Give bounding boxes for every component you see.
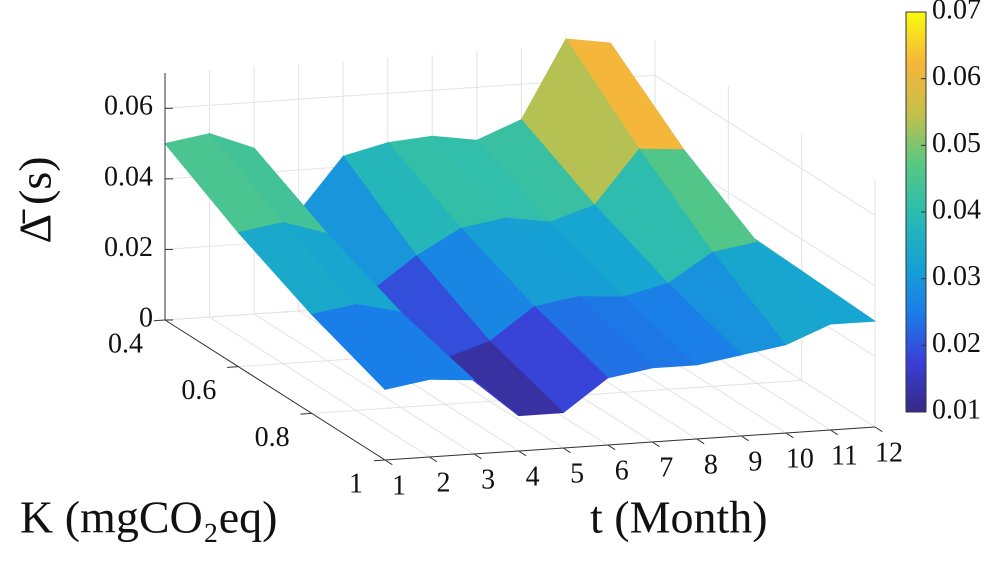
colorbar-tick-label: 0.05 bbox=[932, 128, 981, 159]
x-tick bbox=[607, 444, 616, 451]
x-tick bbox=[518, 450, 527, 457]
y-tick-label: 0.6 bbox=[181, 375, 216, 406]
colorbar-tick-label: 0.04 bbox=[932, 194, 981, 225]
surface-patch bbox=[310, 304, 431, 390]
x-tick bbox=[652, 441, 660, 448]
x-tick-label: 9 bbox=[748, 446, 762, 477]
y-tick-label: 0.8 bbox=[255, 422, 290, 453]
x-tick-label: 3 bbox=[481, 464, 495, 495]
grid-line bbox=[654, 74, 876, 216]
x-tick-label: 12 bbox=[875, 437, 903, 468]
z-tick-label: 0.02 bbox=[104, 232, 153, 263]
y-tick bbox=[373, 459, 386, 462]
grid-line bbox=[209, 316, 430, 458]
y-tick bbox=[153, 319, 166, 322]
y-tick bbox=[227, 366, 239, 368]
x-tick-label: 1 bbox=[392, 470, 406, 501]
x-tick bbox=[473, 453, 482, 460]
x-tick bbox=[562, 447, 571, 454]
grid-line bbox=[253, 313, 475, 455]
x-tick-label: 7 bbox=[659, 452, 673, 483]
x-tick bbox=[785, 432, 794, 439]
x-tick bbox=[429, 456, 438, 463]
x-tick-label: 2 bbox=[437, 467, 451, 498]
x-tick bbox=[696, 438, 705, 445]
x-tick bbox=[830, 429, 839, 436]
y-tick-label: 0.4 bbox=[108, 328, 143, 359]
x-axis-label: t (Month) bbox=[590, 492, 768, 543]
y-axis bbox=[164, 319, 386, 461]
x-tick bbox=[741, 435, 749, 442]
z-tick-label: 0.06 bbox=[104, 91, 153, 122]
x-tick-label: 6 bbox=[615, 455, 629, 486]
x-tick-label: 5 bbox=[570, 458, 584, 489]
x-tick-label: 10 bbox=[786, 443, 814, 474]
colorbar-tick-label: 0.03 bbox=[932, 261, 981, 292]
x-tick bbox=[384, 459, 393, 466]
z-tick-label: 0 bbox=[139, 302, 153, 333]
colorbar-tick-label: 0.02 bbox=[932, 328, 981, 359]
colorbar-tick-label: 0.07 bbox=[932, 0, 981, 25]
colorbar-tick-label: 0.01 bbox=[932, 394, 981, 425]
x-axis bbox=[384, 426, 876, 461]
y-tick bbox=[300, 412, 312, 415]
surface bbox=[164, 38, 877, 417]
x-tick-label: 8 bbox=[704, 449, 718, 480]
x-tick-label: 11 bbox=[831, 440, 858, 471]
z-tick-label: 0.04 bbox=[104, 161, 153, 192]
z-axis-label: Δ̄ (s) bbox=[10, 156, 61, 243]
y-axis-label: K (mgCO₂eq) bbox=[20, 492, 278, 543]
x-tick bbox=[874, 426, 883, 433]
y-tick-label: 1 bbox=[349, 468, 363, 499]
x-tick-label: 4 bbox=[526, 461, 540, 492]
colorbar-tick-label: 0.06 bbox=[932, 61, 981, 92]
